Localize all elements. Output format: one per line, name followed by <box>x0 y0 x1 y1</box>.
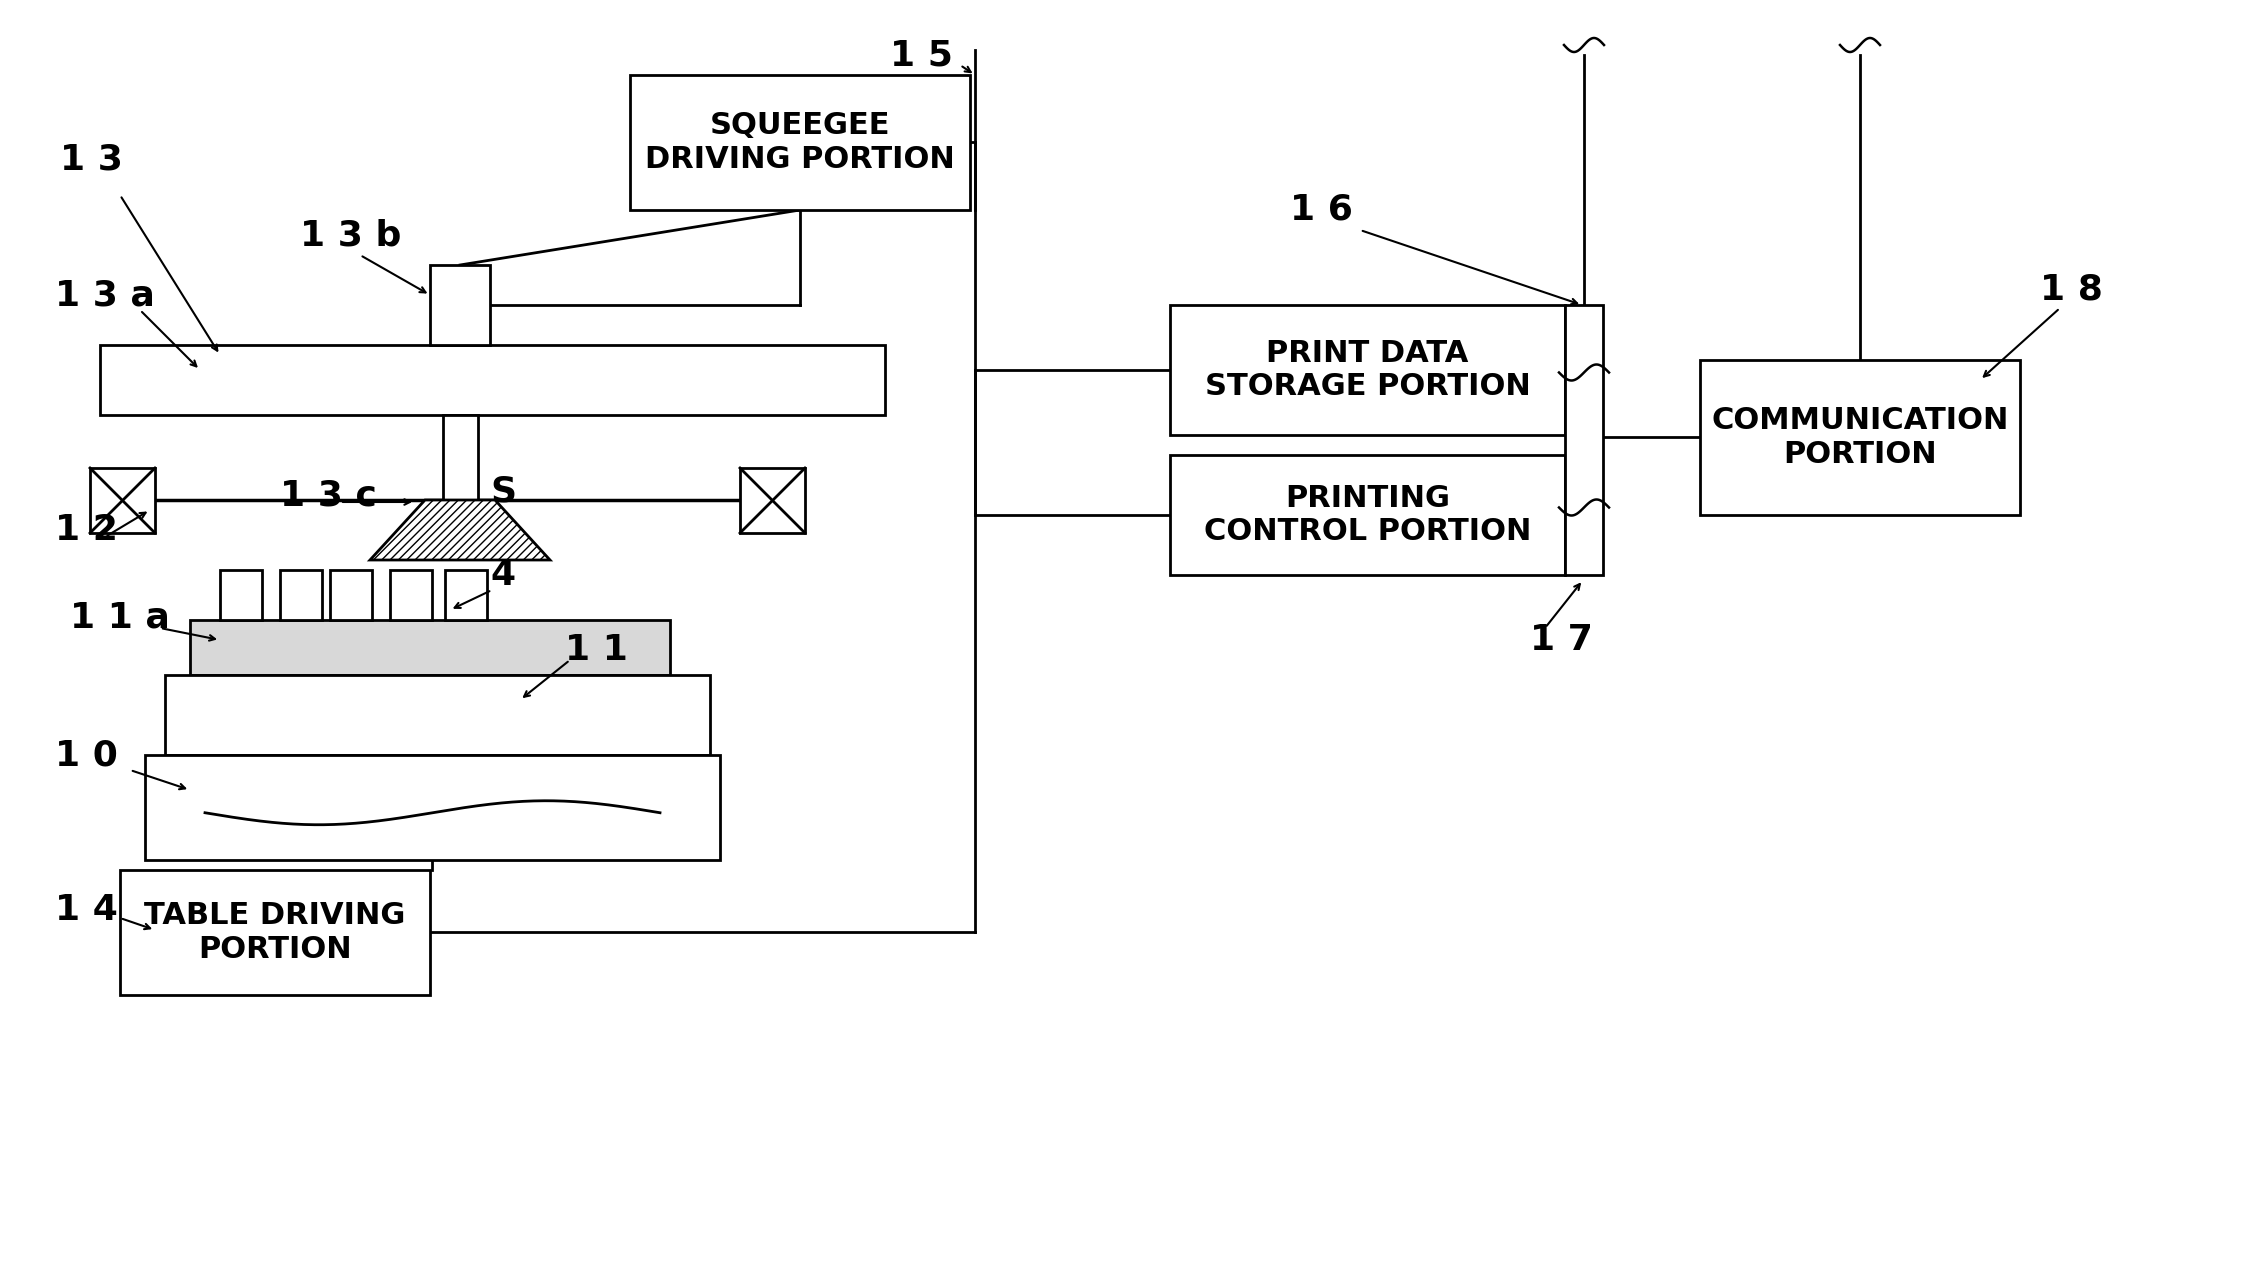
Text: 1 3: 1 3 <box>61 143 122 177</box>
Bar <box>280 570 323 620</box>
Text: 4: 4 <box>490 558 514 592</box>
Bar <box>431 265 490 346</box>
Text: TABLE DRIVING
PORTION: TABLE DRIVING PORTION <box>144 901 406 964</box>
Text: S: S <box>490 476 517 509</box>
Bar <box>442 414 478 500</box>
Bar <box>1171 305 1566 435</box>
Bar <box>390 570 431 620</box>
Text: 1 4: 1 4 <box>54 892 117 927</box>
Bar <box>165 674 711 755</box>
Bar <box>1566 305 1604 575</box>
Text: 1 6: 1 6 <box>1290 193 1354 227</box>
Text: PRINTING
CONTROL PORTION: PRINTING CONTROL PORTION <box>1205 483 1532 546</box>
Bar <box>740 468 805 533</box>
Bar <box>221 570 262 620</box>
Text: 1 0: 1 0 <box>54 738 117 771</box>
Bar <box>90 468 156 533</box>
Polygon shape <box>370 500 550 560</box>
Bar <box>99 346 884 414</box>
Text: 1 5: 1 5 <box>891 38 952 71</box>
Text: 1 1 a: 1 1 a <box>70 601 169 635</box>
Bar <box>144 755 720 861</box>
Text: 1 7: 1 7 <box>1530 623 1593 657</box>
Text: 1 1: 1 1 <box>564 632 627 667</box>
Text: 1 2: 1 2 <box>54 513 117 547</box>
Bar <box>629 75 970 210</box>
Text: 1 8: 1 8 <box>2039 273 2103 307</box>
Text: 1 3 c: 1 3 c <box>280 478 377 513</box>
Bar <box>190 620 670 674</box>
Text: SQUEEGEE
DRIVING PORTION: SQUEEGEE DRIVING PORTION <box>645 111 954 173</box>
Bar <box>444 570 487 620</box>
Bar <box>329 570 372 620</box>
Text: 1 3 a: 1 3 a <box>54 278 156 312</box>
Bar <box>120 870 431 994</box>
Bar <box>1701 360 2019 515</box>
Text: COMMUNICATION
PORTION: COMMUNICATION PORTION <box>1712 407 2008 469</box>
Text: 1 3 b: 1 3 b <box>300 218 402 252</box>
Bar <box>1171 455 1566 575</box>
Text: PRINT DATA
STORAGE PORTION: PRINT DATA STORAGE PORTION <box>1205 339 1530 402</box>
